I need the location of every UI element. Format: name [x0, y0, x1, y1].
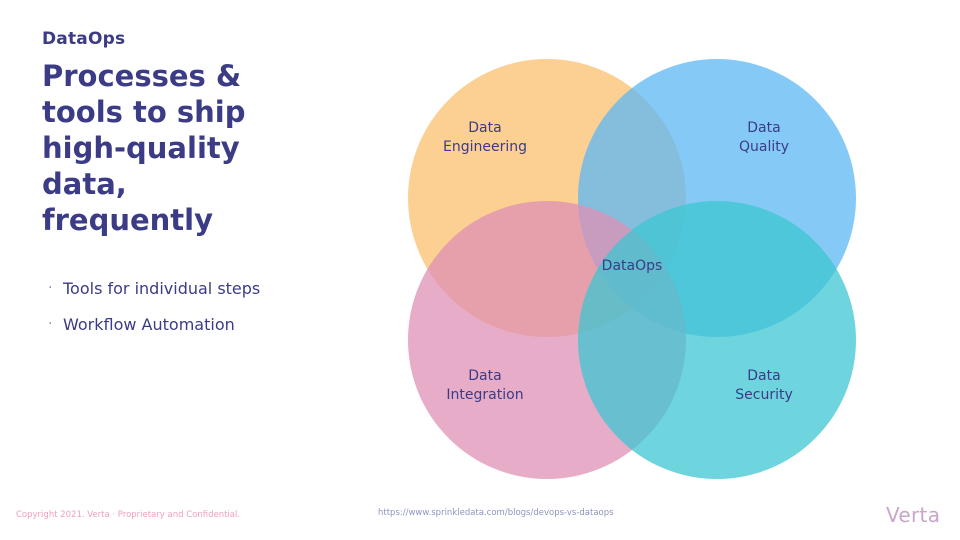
label-data-quality-line1: Data	[747, 120, 780, 136]
copyright-text: Copyright 2021. Verta · Proprietary and …	[16, 510, 241, 520]
bullet-marker: ·	[48, 280, 53, 296]
label-data-engineering-line1: Data	[468, 120, 501, 136]
bullet-list: · Tools for individual steps · Workflow …	[48, 278, 308, 350]
verta-logo: Verta	[886, 503, 941, 527]
bullet-marker: ·	[48, 316, 53, 332]
label-data-quality-line2: Quality	[739, 139, 789, 155]
center-label: DataOps	[602, 258, 663, 274]
label-data-engineering-line2: Engineering	[443, 139, 527, 155]
label-data-integration-line1: Data	[468, 368, 501, 384]
label-data-security-line2: Security	[735, 387, 793, 403]
circle-data-security	[578, 201, 856, 479]
bullet-text: Workflow Automation	[63, 315, 235, 334]
bullet-item: · Tools for individual steps	[48, 278, 308, 300]
label-data-security-line1: Data	[747, 368, 780, 384]
bullet-text: Tools for individual steps	[63, 279, 261, 298]
page-title: Processes & tools to ship high-quality d…	[42, 59, 246, 237]
bullet-item: · Workflow Automation	[48, 314, 308, 336]
eyebrow-label: DataOps	[42, 29, 126, 49]
source-url[interactable]: https://www.sprinkledata.com/blogs/devop…	[378, 508, 614, 518]
label-data-integration-line2: Integration	[446, 387, 523, 403]
